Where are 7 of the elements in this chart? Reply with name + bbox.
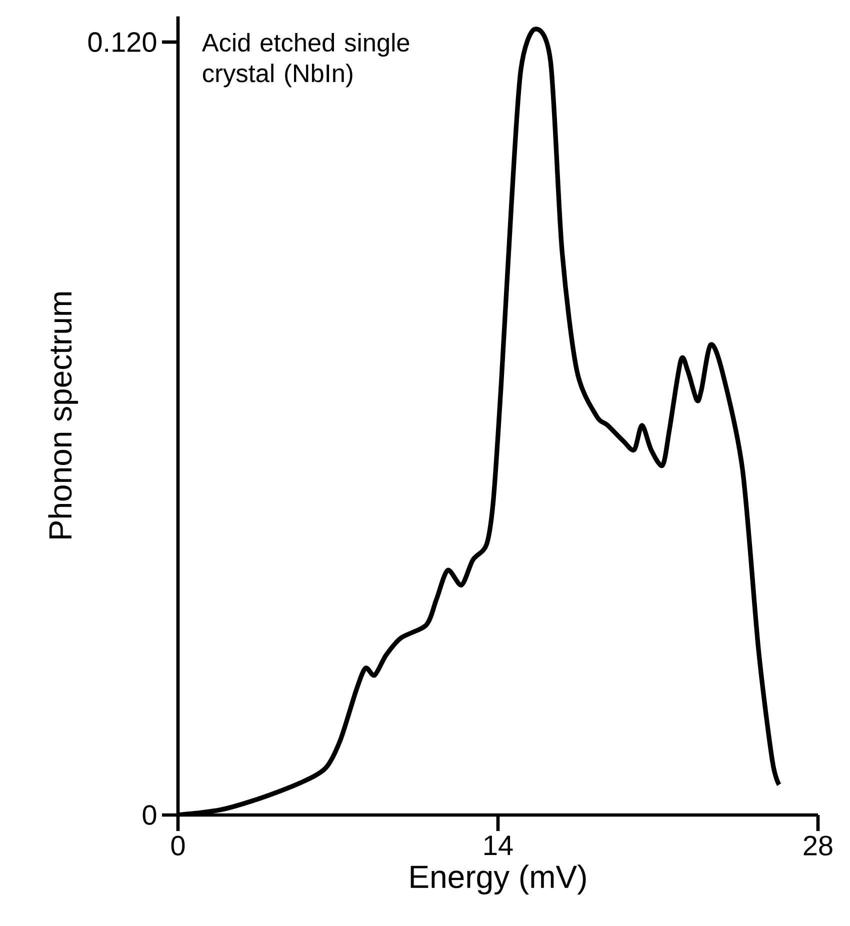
x-axis-title: Energy (mV) [410,864,586,895]
annotation: Acid etched single crystal (NbIn) [202,33,410,88]
y-tick-label: 0.120 [88,32,156,52]
x-tick-label: 0 [171,836,185,856]
x-tick-label: 28 [804,836,832,856]
x-tick-label: 14 [484,836,513,855]
y-axis-title: Phonon spectrum [48,292,78,538]
